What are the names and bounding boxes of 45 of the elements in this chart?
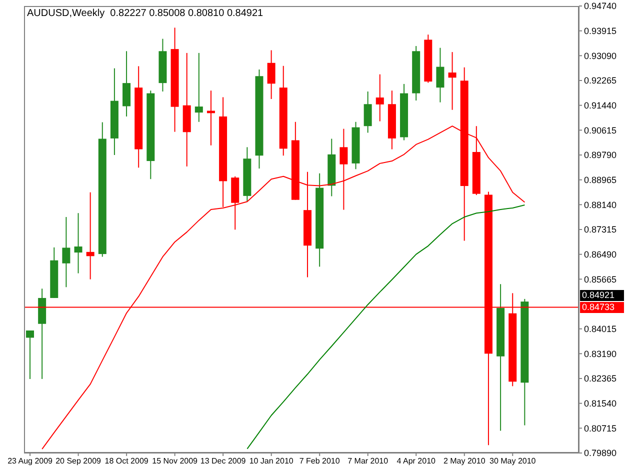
y-tick-label: 0.85665 — [584, 274, 617, 284]
y-tick-label: 0.93915 — [584, 26, 617, 36]
candlestick — [376, 74, 384, 122]
x-tick-label: 7 Mar 2010 — [348, 456, 389, 466]
y-tick-label: 0.88140 — [584, 200, 617, 210]
y-tick-label: 0.80715 — [584, 423, 617, 434]
x-tick-label: 15 Nov 2009 — [152, 456, 198, 466]
x-tick-label: 20 Sep 2009 — [56, 456, 102, 466]
candlestick — [340, 128, 348, 210]
candlestick — [74, 212, 82, 274]
x-tick-label: 10 Jan 2010 — [249, 456, 294, 466]
y-tick-label: 0.81540 — [584, 398, 617, 409]
y-tick-label: 0.82365 — [584, 374, 617, 384]
chart-title: AUDUSD,Weekly 0.82227 0.85008 0.80810 0.84921 — [27, 8, 264, 19]
y-tick-label: 0.84015 — [584, 324, 617, 334]
y-tick-label: 0.92265 — [584, 76, 617, 86]
ref-line-label: 0.84733 — [580, 302, 624, 314]
y-tick-label: 0.94740 — [584, 1, 617, 12]
x-tick-label: 18 Oct 2009 — [104, 456, 149, 466]
candlestick — [86, 192, 94, 280]
y-tick-label: 0.89790 — [584, 150, 617, 160]
y-tick-label: 0.87315 — [584, 224, 617, 235]
candlestick — [448, 52, 456, 110]
x-tick-label: 4 Apr 2010 — [396, 456, 436, 466]
text: 0.84921 — [580, 290, 624, 302]
y-tick-label: 0.91440 — [584, 100, 617, 111]
x-tick-label: 7 Feb 2010 — [299, 456, 340, 466]
y-tick-label: 0.86490 — [584, 250, 617, 260]
candlestick — [364, 90, 372, 134]
x-tick-label: 2 May 2010 — [443, 456, 486, 466]
candlestick — [436, 47, 444, 103]
line-series — [246, 204, 526, 450]
candlestick — [194, 52, 203, 122]
candlestick — [26, 330, 34, 380]
candlestick — [62, 216, 70, 288]
y-tick-label: 0.83190 — [584, 348, 617, 359]
x-tick-label: 23 Aug 2009 — [8, 456, 54, 466]
y-tick-label: 0.79890 — [584, 448, 617, 458]
y-tick-label: 0.93090 — [584, 50, 617, 61]
x-tick-label: 13 Dec 2009 — [200, 456, 246, 466]
y-tick-label: 0.88965 — [584, 175, 617, 186]
x-tick-label: 30 May 2010 — [490, 456, 536, 466]
candlestick — [267, 50, 276, 100]
y-tick-label: 0.90615 — [584, 125, 617, 136]
candlestick — [122, 50, 131, 117]
